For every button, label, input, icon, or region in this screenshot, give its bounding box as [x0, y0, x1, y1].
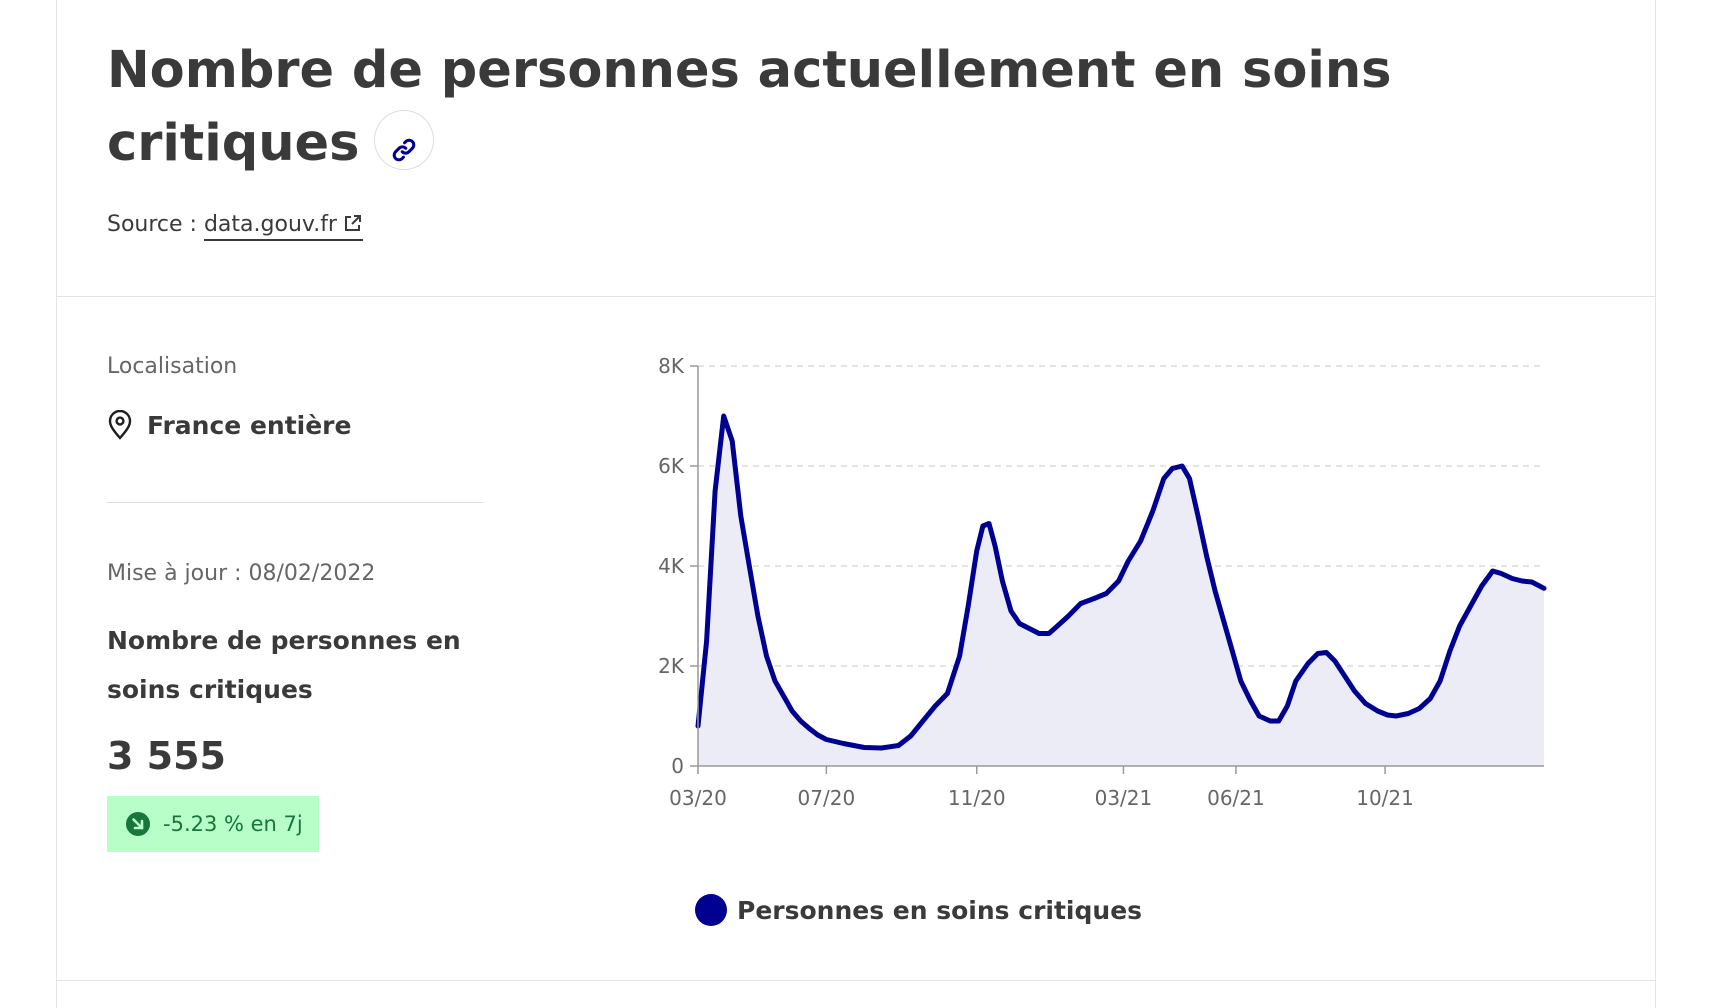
link-icon: [392, 138, 415, 162]
page-title: Nombre de personnes actuellement en soin…: [107, 34, 1507, 180]
chart-legend: Personnes en soins critiques: [695, 894, 1142, 926]
source-link-text: data.gouv.fr: [203, 212, 337, 237]
legend-marker: [695, 894, 727, 926]
header-divider: [57, 296, 1655, 297]
indicator-card: Nombre de personnes actuellement en soin…: [56, 0, 1656, 1008]
source-link[interactable]: data.gouv.fr: [203, 212, 363, 241]
location-value: France entière: [147, 410, 352, 440]
location-label: Localisation: [107, 354, 238, 379]
footer-divider: [57, 980, 1655, 981]
x-tick-label: 03/21: [1095, 786, 1153, 810]
copy-link-button[interactable]: [373, 110, 434, 170]
critical-care-chart: 0 2K 4K 6K 8K 03/20 07/20 11/20 03/21 06/21 10/21: [658, 354, 1547, 810]
page-title-text: Nombre de personnes actuellement en soin…: [107, 41, 1392, 173]
x-tick-label: 03/20: [669, 786, 727, 810]
x-tick-label: 10/21: [1356, 786, 1414, 810]
metric-value: 3 555: [107, 734, 226, 778]
x-tick-label: 11/20: [948, 786, 1006, 810]
y-tick-label: 2K: [658, 654, 685, 678]
series-line: [695, 413, 1547, 751]
legend-label: Personnes en soins critiques: [737, 895, 1143, 925]
trend-badge: -5.23 % en 7j: [107, 796, 319, 852]
trend-text: -5.23 % en 7j: [163, 812, 303, 836]
series-area: [698, 416, 1544, 766]
source-label: Source :: [107, 212, 197, 237]
y-tick-label: 6K: [658, 454, 685, 478]
sidebar-divider: [107, 502, 483, 503]
map-pin-icon: [108, 410, 132, 440]
x-tick-label: 07/20: [798, 786, 856, 810]
external-link-icon: [344, 215, 361, 231]
source-line: Source : data.gouv.fr: [107, 212, 363, 241]
metric-label: Nombre de personnes en soins critiques: [107, 626, 461, 704]
arrow-down-right-circle-icon: [126, 812, 150, 836]
y-tick-label: 8K: [658, 354, 685, 378]
update-date: Mise à jour : 08/02/2022: [107, 561, 376, 586]
y-tick-label: 4K: [658, 554, 685, 578]
location-selector[interactable]: France entière: [107, 410, 351, 440]
x-tick-label: 06/21: [1207, 786, 1265, 810]
y-tick-label: 0: [671, 754, 684, 778]
